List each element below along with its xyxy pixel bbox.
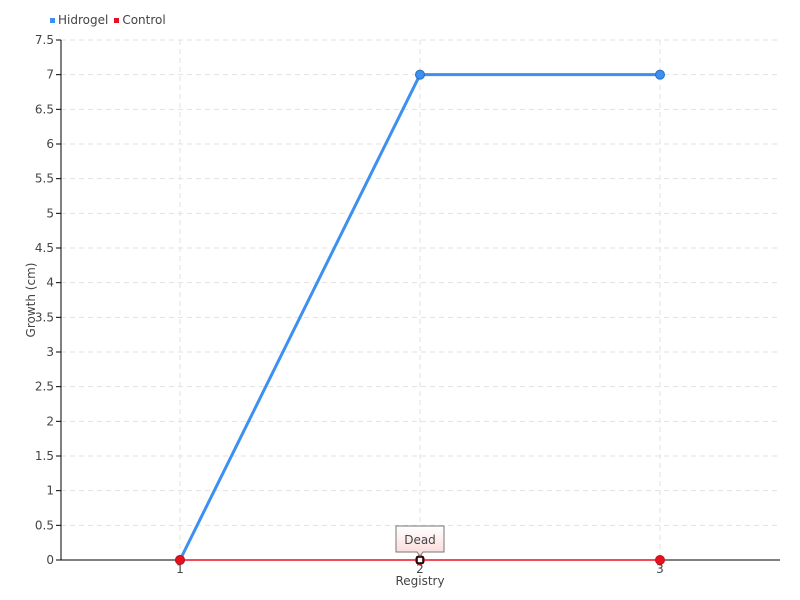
- control-swatch: [114, 18, 120, 23]
- annotation-marker: [416, 556, 424, 564]
- x-axis-label: Registry: [395, 574, 444, 588]
- x-tick-label: 1: [176, 562, 184, 576]
- y-tick-label: 0.5: [35, 518, 54, 532]
- legend-item-control[interactable]: Control: [114, 13, 166, 27]
- y-tick-label: 7: [46, 68, 54, 82]
- data-point-control: [175, 555, 185, 565]
- y-tick-label: 4: [46, 276, 54, 290]
- data-point-hidrogel: [655, 69, 665, 80]
- y-tick-label: 5: [46, 206, 54, 220]
- data-point-hidrogel: [415, 69, 425, 80]
- x-tick-label: 3: [656, 562, 664, 576]
- y-tick-label: 3.5: [35, 310, 54, 324]
- legend-label: Hidrogel: [58, 13, 109, 27]
- data-point-control: [655, 555, 665, 565]
- legend: Hidrogel Control: [50, 13, 166, 27]
- y-tick-label: 0: [46, 553, 54, 567]
- y-tick-label: 6: [46, 137, 54, 151]
- hidrogel-swatch: [50, 18, 55, 23]
- y-tick-label: 1.5: [35, 449, 54, 463]
- x-tick-label: 2: [416, 562, 424, 576]
- tooltip-box: [395, 525, 445, 557]
- y-tick-label: 2.5: [35, 380, 54, 394]
- tooltip-text: Dead: [404, 533, 436, 547]
- legend-label: Control: [122, 13, 166, 27]
- y-axis-label: Growth (cm): [24, 263, 38, 338]
- y-tick-label: 2: [46, 414, 54, 428]
- y-tick-label: 1: [46, 484, 54, 498]
- y-tick-label: 4.5: [35, 241, 54, 255]
- y-tick-label: 5.5: [35, 172, 54, 186]
- legend-item-hidrogel[interactable]: Hidrogel: [50, 13, 108, 27]
- annotation-tooltip: Dead: [395, 525, 445, 557]
- y-tick-label: 7.5: [35, 33, 54, 47]
- y-tick-label: 3: [46, 345, 54, 359]
- y-tick-label: 6.5: [35, 102, 54, 116]
